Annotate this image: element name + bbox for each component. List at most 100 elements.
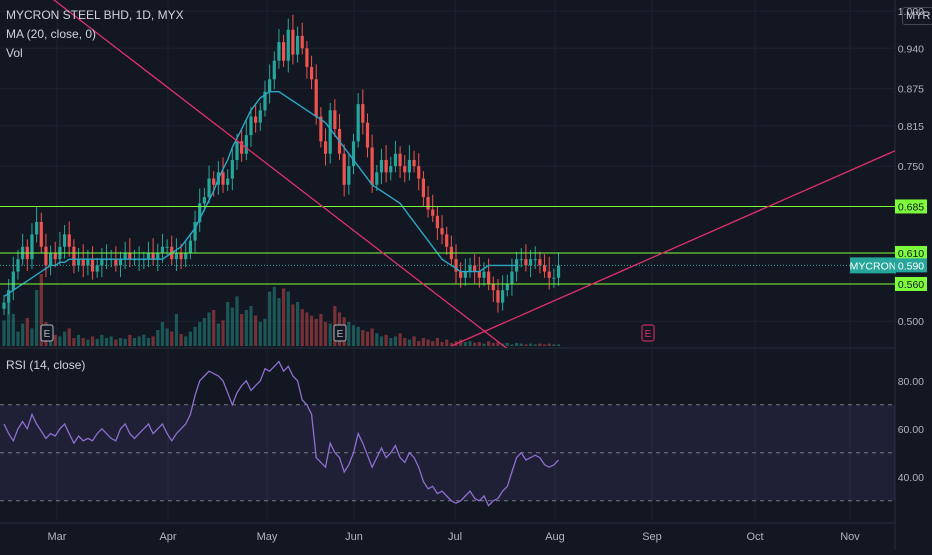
candle-body <box>62 234 67 247</box>
volume-bar <box>156 330 160 346</box>
volume-bar <box>440 342 444 346</box>
volume-bar <box>538 343 542 346</box>
volume-bar <box>356 326 360 346</box>
volume-bar <box>417 341 421 346</box>
volume-bar <box>11 314 15 346</box>
candle-body <box>370 147 374 185</box>
rsi-tick-label: 80.00 <box>898 376 924 388</box>
candle-body <box>468 265 472 272</box>
volume-bar <box>370 328 374 346</box>
candle-body <box>528 259 533 266</box>
volume-bar <box>123 338 127 346</box>
candle-body <box>361 104 365 123</box>
candle-body <box>128 252 132 260</box>
candle-body <box>538 259 542 266</box>
level-label: 0.610 <box>898 248 924 260</box>
volume-bar <box>202 318 206 346</box>
volume-bar <box>35 290 39 346</box>
volume-bar <box>95 338 99 346</box>
volume-bar <box>491 342 495 346</box>
ma-line <box>3 91 517 297</box>
candle-body <box>30 234 34 260</box>
candles <box>2 14 561 315</box>
candle-body <box>76 259 81 266</box>
candle-body <box>445 234 449 247</box>
x-tick-label: Sep <box>642 531 662 543</box>
candle-body <box>547 271 551 278</box>
candle-body <box>198 203 202 222</box>
candle-body <box>90 259 95 272</box>
volume-bar <box>295 302 300 346</box>
volume-bar <box>2 320 6 346</box>
volume-bar <box>142 334 146 346</box>
candle-body <box>375 172 379 185</box>
volume-bar <box>398 333 402 346</box>
last-ticker-label: MYCRON <box>850 260 897 272</box>
candle-body <box>407 159 412 173</box>
candle-body <box>240 141 244 154</box>
candle-body <box>268 79 272 92</box>
candle-body <box>277 42 281 61</box>
price-tick-label: 0.750 <box>898 161 924 173</box>
x-tick-label: May <box>257 531 278 543</box>
candle-body <box>496 290 500 303</box>
candle-body <box>333 110 337 129</box>
candle-body <box>435 215 439 229</box>
volume-bar <box>282 288 286 346</box>
candle-body <box>319 116 323 142</box>
candle-body <box>393 153 398 167</box>
candle-body <box>384 159 388 173</box>
candle-body <box>188 240 192 253</box>
volume-bar <box>240 314 244 346</box>
volume-bar <box>128 334 132 346</box>
rsi-tick-label: 60.00 <box>898 424 924 436</box>
earnings-label: E <box>337 329 344 340</box>
candle-body <box>100 259 104 266</box>
volume-bar <box>272 286 276 346</box>
volume-bar <box>412 336 416 346</box>
grid <box>0 0 896 550</box>
volume-bar <box>542 344 547 346</box>
candle-body <box>212 178 216 185</box>
candle-body <box>342 153 346 185</box>
volume-bar <box>212 310 216 346</box>
volume-bar <box>81 338 85 346</box>
volume-bar <box>463 342 467 346</box>
volume-bar <box>524 344 528 346</box>
currency-badge[interactable]: MYR <box>902 7 932 25</box>
candle-body <box>72 246 76 266</box>
candle-body <box>254 116 258 123</box>
volume-bar <box>25 318 29 346</box>
volume-bar <box>263 318 267 346</box>
candle-body <box>305 48 309 67</box>
candle-body <box>226 178 230 185</box>
trendlines <box>52 0 895 348</box>
candle-body <box>403 166 407 173</box>
last-price-bg <box>895 258 927 273</box>
earnings-marker <box>333 324 347 342</box>
volume-bar <box>547 343 551 346</box>
earnings-label: E <box>44 329 51 340</box>
candle-body <box>244 135 248 154</box>
candle-body <box>459 271 463 278</box>
volume-bar <box>118 338 123 346</box>
volume-bar <box>226 302 230 346</box>
x-tick-label: Jun <box>345 531 363 543</box>
volume-bar <box>403 338 407 346</box>
candle-body <box>482 271 486 278</box>
candle-body <box>2 302 6 309</box>
candle-body <box>221 172 225 185</box>
candle-body <box>49 252 53 266</box>
candle-body <box>463 271 467 278</box>
candle-body <box>53 252 57 260</box>
volume-bar <box>519 343 523 346</box>
candle-body <box>207 178 211 198</box>
candle-body <box>151 252 155 260</box>
chart-title: MYCRON STEEL BHD, 1D, MYX <box>6 8 184 22</box>
volume-bar <box>389 338 393 346</box>
volume-bar <box>7 302 11 346</box>
price-tick-label: 0.815 <box>898 121 924 133</box>
volume-bar <box>487 341 491 346</box>
